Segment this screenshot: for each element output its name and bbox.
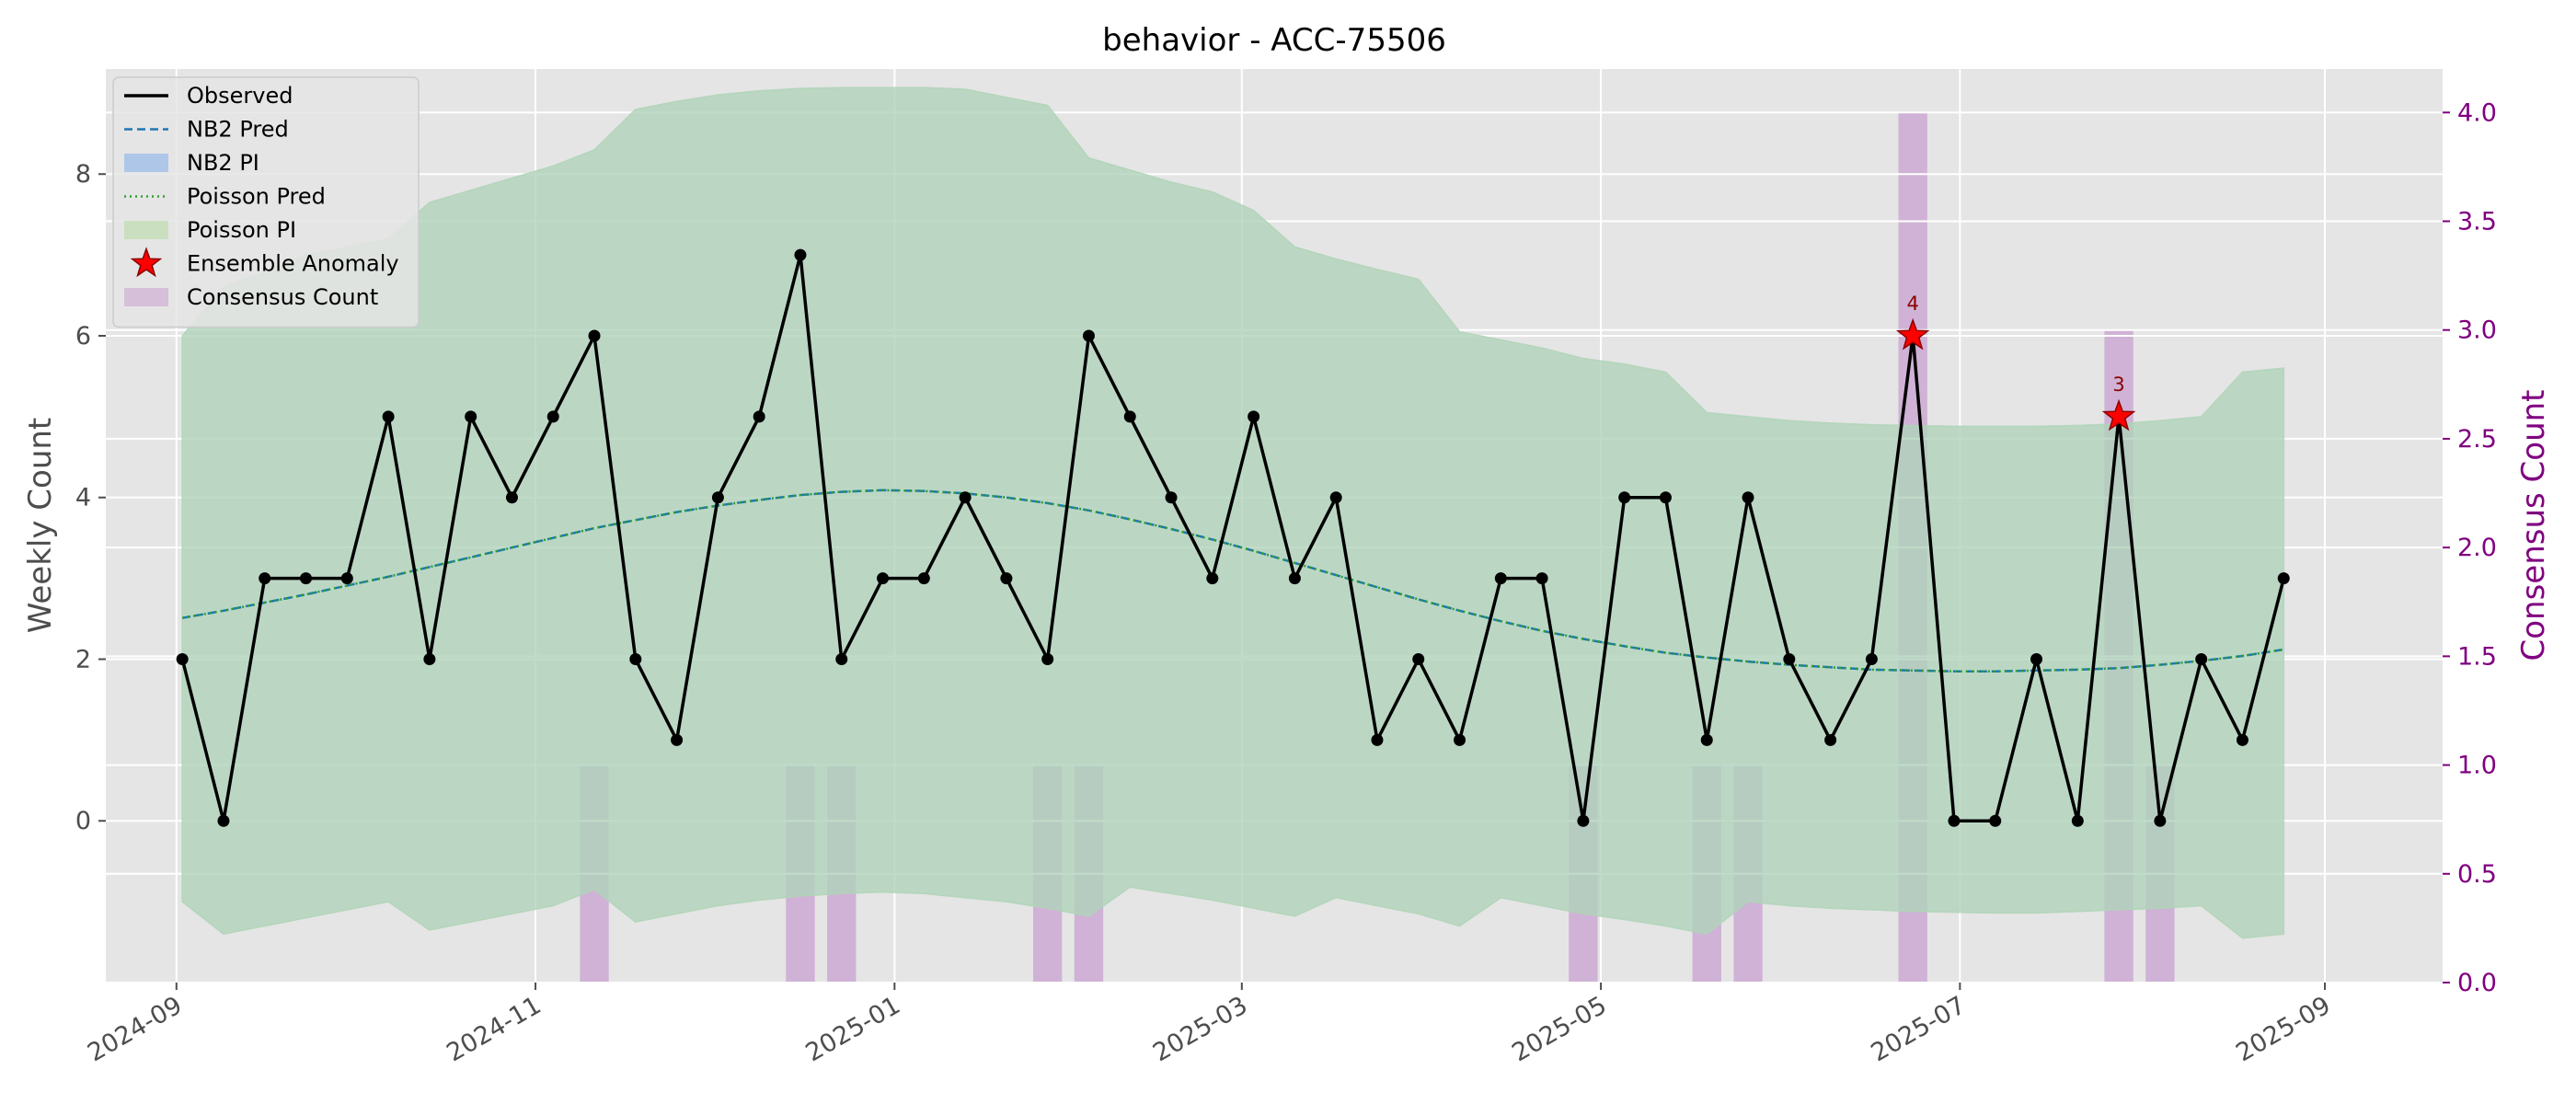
y-axis-label: Weekly Count (22, 418, 59, 634)
y-tick-label: 0 (75, 807, 91, 835)
observed-point (753, 410, 765, 423)
observed-point (1371, 733, 1384, 746)
y-axis-right-label: Consensus Count (2515, 389, 2552, 661)
legend-swatch-patch (124, 154, 168, 172)
observed-point (2236, 733, 2248, 746)
observed-point (1865, 652, 1878, 665)
observed-point (1494, 572, 1507, 585)
observed-point (1742, 491, 1754, 504)
observed-point (917, 572, 930, 585)
anomaly-star (1895, 317, 1930, 351)
y-right-tick-label: 1.5 (2457, 642, 2497, 671)
observed-point (671, 733, 684, 746)
prediction-intervals (181, 86, 2285, 939)
observed-point (1659, 491, 1672, 504)
observed-point (1783, 652, 1796, 665)
observed-point (2030, 652, 2043, 665)
observed-point (835, 652, 848, 665)
observed-point (465, 410, 477, 423)
observed-point (1577, 814, 1590, 827)
legend-label: Ensemble Anomaly (187, 251, 399, 277)
y-tick-label: 8 (75, 160, 91, 189)
observed-point (1824, 733, 1837, 746)
legend-swatch-star (130, 247, 163, 278)
observed-point (1989, 814, 2002, 827)
observed-point (546, 410, 559, 423)
observed-point (2277, 572, 2290, 585)
observed-point (1329, 491, 1342, 504)
observed-point (1700, 733, 1713, 746)
observed-point (1123, 410, 1136, 423)
y-tick-label: 2 (75, 645, 91, 673)
anomalies: 43 (1895, 293, 2136, 431)
observed-point (2154, 814, 2167, 827)
observed-point (1082, 329, 1095, 342)
y-right-tick-label: 2.0 (2457, 534, 2497, 562)
legend-label: Poisson Pred (187, 184, 326, 210)
observed-point (2071, 814, 2084, 827)
y-right-tick-label: 2.5 (2457, 425, 2497, 454)
y-right-tick-label: 3.0 (2457, 316, 2497, 345)
legend-box (112, 76, 420, 328)
y-tick-label: 6 (75, 322, 91, 351)
observed-point (711, 491, 724, 504)
observed-point (629, 652, 642, 665)
anomaly-star (2101, 398, 2136, 431)
chart-title: behavior - ACC-75506 (1102, 22, 1446, 59)
observed-point (423, 652, 436, 665)
observed-line (180, 253, 2285, 822)
legend-swatch-patch (124, 221, 168, 239)
legend-label: Consensus Count (187, 284, 378, 310)
observed-point (340, 572, 353, 585)
prediction-lines (181, 489, 2284, 673)
observed-point (1454, 733, 1466, 746)
observed-point (1948, 814, 1961, 827)
y-right-tick-label: 0.0 (2457, 969, 2497, 997)
legend-swatch-patch (124, 288, 168, 306)
observed-point (382, 410, 395, 423)
poisson-pi-band (181, 86, 2285, 939)
observed-point (877, 572, 890, 585)
observed-point (959, 491, 972, 504)
observed-point (1041, 652, 1054, 665)
observed-point (1618, 491, 1631, 504)
observed-point (794, 248, 807, 261)
anomaly-label: 3 (2112, 374, 2124, 396)
observed-point (217, 814, 230, 827)
y-tick-label: 4 (75, 484, 91, 512)
legend-label: Observed (187, 83, 293, 109)
observed-point (176, 652, 189, 665)
legend-label: NB2 Pred (187, 117, 289, 143)
y-right-tick-label: 3.5 (2457, 208, 2497, 236)
y-right-tick-label: 0.5 (2457, 860, 2497, 889)
legend: Observed NB2 Pred NB2 PI Poisson Pred Poisso… (112, 76, 420, 328)
observed-point (1000, 572, 1013, 585)
observed-point (259, 572, 271, 585)
poisson-pred-line (181, 489, 2284, 673)
observed-point (1535, 572, 1548, 585)
observed-point (300, 572, 313, 585)
y-right-tick-label: 1.0 (2457, 752, 2497, 780)
observed-point (1248, 410, 1260, 423)
observed-point (1206, 572, 1219, 585)
legend-label: NB2 PI (187, 150, 259, 176)
observed-point (1288, 572, 1301, 585)
observed-point (505, 491, 518, 504)
observed-point (1165, 491, 1178, 504)
y-right-tick-label: 4.0 (2457, 98, 2497, 127)
anomaly-label: 4 (1906, 293, 1918, 315)
observed-point (1412, 652, 1425, 665)
legend-label: Poisson PI (187, 217, 296, 243)
observed-point (2195, 652, 2208, 665)
observed-point (588, 329, 601, 342)
